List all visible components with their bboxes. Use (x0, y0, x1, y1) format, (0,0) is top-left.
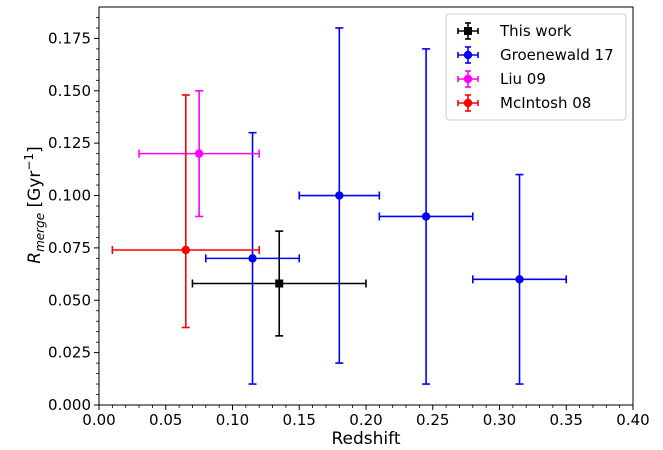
data-point (335, 191, 344, 200)
y-tick-label: 0.125 (48, 134, 91, 152)
data-point (275, 279, 284, 288)
data-point (421, 212, 431, 221)
series-2 (138, 89, 261, 218)
y-tick-label: 0.075 (48, 239, 91, 257)
legend: This work Groenewald 17 Liu 09 McIntosh 08 (445, 13, 627, 121)
legend-marker (463, 74, 473, 84)
series-3 (111, 94, 261, 329)
legend-marker (463, 50, 473, 60)
x-tick-label: 0.05 (149, 411, 182, 429)
legend-box (445, 13, 627, 121)
plot-area (111, 27, 568, 385)
x-tick-label: 0.15 (283, 411, 316, 429)
legend-entry-2: Liu 09 (457, 70, 546, 88)
x-tick-label: 0.20 (349, 411, 382, 429)
x-tick-label: 0.40 (616, 411, 649, 429)
series-1 (205, 27, 568, 385)
y-tick-label: 0.100 (48, 187, 91, 205)
x-axis-label: Redshift (331, 429, 400, 449)
x-tick-label: 0.35 (550, 411, 583, 429)
legend-marker (463, 98, 473, 108)
legend-label: Liu 09 (500, 70, 546, 88)
ticks: 0.00 0.05 0.10 0.15 0.20 0.25 0.30 0.35 0.40 0.00… (48, 17, 650, 429)
x-tick-label: 0.00 (82, 411, 115, 429)
legend-entry-1: Groenewald 17 (457, 46, 614, 64)
data-point (248, 254, 257, 263)
data-point (194, 149, 204, 158)
y-tick-label: 0.150 (48, 82, 91, 100)
legend-entry-0: This work (457, 22, 572, 40)
legend-entry-3: McIntosh 08 (457, 94, 591, 112)
y-tick-label: 0.050 (48, 291, 91, 309)
legend-marker (464, 27, 472, 35)
legend-label: Groenewald 17 (500, 46, 614, 64)
y-tick-label: 0.000 (48, 396, 91, 414)
series-0 (191, 230, 367, 337)
y-tick-label: 0.175 (48, 29, 91, 47)
data-point (515, 275, 524, 284)
x-tick-label: 0.10 (216, 411, 249, 429)
data-point (181, 245, 190, 255)
legend-label: This work (499, 22, 572, 40)
x-tick-label: 0.30 (483, 411, 516, 429)
y-tick-label: 0.025 (48, 344, 91, 362)
x-tick-label: 0.25 (416, 411, 449, 429)
y-axis-label: Rmerge [Gyr−1] (22, 146, 47, 263)
legend-label: McIntosh 08 (500, 94, 591, 112)
